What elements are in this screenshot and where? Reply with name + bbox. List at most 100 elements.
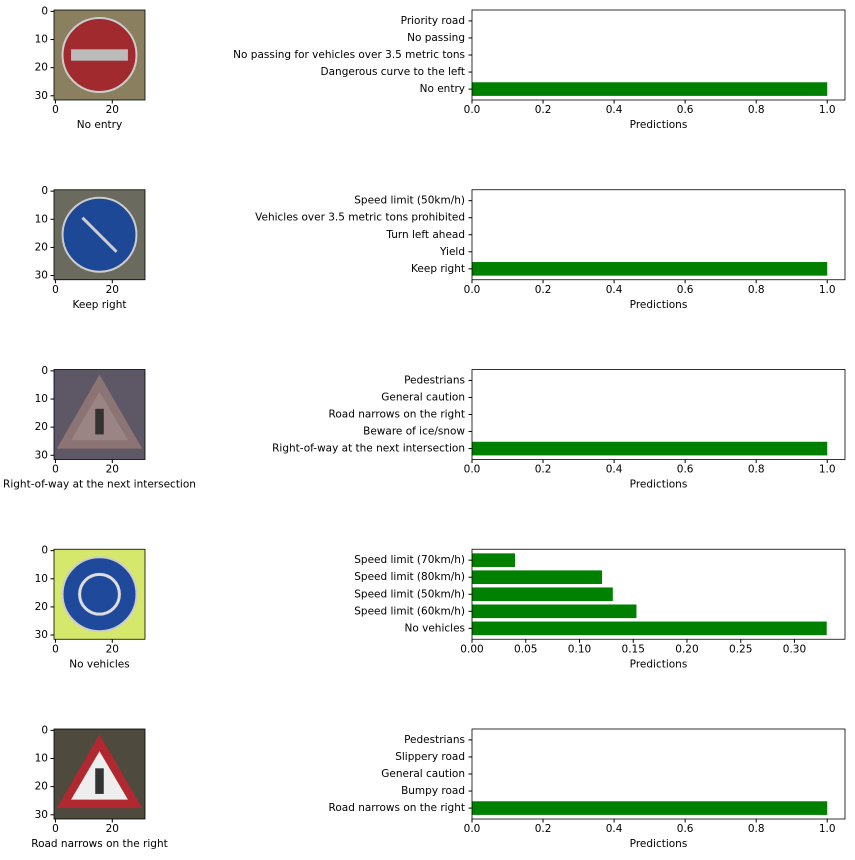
y-tick-label: 20 [35,601,48,613]
axes-frame [471,9,846,101]
x-tick-label: 0.8 [748,823,765,835]
y-tick-label: General caution [381,768,465,780]
axes-frame [471,548,846,640]
y-tick-label: 10 [35,213,48,225]
y-tick-label: 0 [41,545,48,557]
x-tick-label: 0.10 [568,643,591,655]
sign-arrow [81,216,118,253]
y-tick-label: 0 [41,724,48,736]
x-tick-label: 0 [52,643,59,655]
x-axis-label: Road narrows on the right [31,838,167,850]
y-tick-label: 20 [35,241,48,253]
sign [61,556,138,633]
x-tick-label: 0.4 [606,284,623,296]
sign-ring [78,572,121,616]
x-tick-label: 0.8 [748,464,765,476]
x-axis-label: Right-of-way at the next intersection [3,479,196,491]
bar [472,441,828,456]
x-tick-label: 0 [52,284,59,296]
y-tick-label: Road narrows on the right [329,409,465,421]
y-tick-label: Slippery road [395,751,465,763]
y-tick-label: Priority road [401,15,465,27]
x-tick-label: 20 [106,464,119,476]
x-tick-label: 0.15 [622,643,645,655]
x-tick-label: 0.2 [535,104,552,116]
x-tick-label: 0.0 [464,464,481,476]
x-tick-label: 20 [106,284,119,296]
y-tick-label: 20 [35,781,48,793]
sign-symbol [95,768,104,794]
sign-bar [71,49,128,61]
bar [472,553,515,567]
x-tick-label: 0.0 [464,284,481,296]
x-tick-label: 1.0 [819,104,836,116]
x-tick-label: 0.25 [729,643,752,655]
y-tick-label: Speed limit (50km/h) [354,195,465,207]
x-tick-label: 0.6 [677,104,694,116]
axes-frame [53,548,146,640]
y-tick-label: 20 [35,421,48,433]
y-tick-label: 30 [35,270,48,282]
x-axis-label: No vehicles [69,658,129,670]
x-tick-label: 0.8 [748,104,765,116]
y-tick-label: General caution [381,391,465,403]
x-tick-label: 0.0 [464,823,481,835]
x-tick-label: 20 [106,823,119,835]
y-tick-label: Bumpy road [401,785,465,797]
x-tick-label: 1.0 [819,823,836,835]
bar [472,262,828,276]
y-tick-label: No passing [407,32,465,44]
x-axis-label: Predictions [630,479,688,491]
x-axis-label: Predictions [630,299,688,311]
x-tick-label: 1.0 [819,464,836,476]
axes-frame [53,9,146,101]
x-tick-label: 0 [52,104,59,116]
y-tick-label: No passing for vehicles over 3.5 metric … [233,49,465,61]
y-tick-label: 10 [35,573,48,585]
x-tick-label: 0 [52,464,59,476]
x-axis-label: Predictions [630,119,688,131]
y-tick-label: Vehicles over 3.5 metric tons prohibited [255,212,465,224]
x-tick-label: 0.4 [606,104,623,116]
y-tick-label: 10 [35,753,48,765]
y-tick-label: Beware of ice/snow [363,426,465,438]
x-tick-label: 0 [52,823,59,835]
x-axis-label: Keep right [73,299,127,311]
axes-frame [471,369,846,460]
y-tick-label: 30 [35,809,48,821]
sign-symbol [95,408,104,435]
y-tick-label: No entry [420,83,465,95]
x-tick-label: 0.8 [748,284,765,296]
x-axis-label: No entry [77,119,122,131]
bar [472,801,828,815]
y-tick-label: Pedestrians [404,734,465,746]
bar [472,82,828,96]
x-tick-label: 0.4 [606,464,623,476]
bar [472,587,613,602]
y-tick-label: Keep right [411,263,465,275]
y-tick-label: No vehicles [405,622,465,634]
y-tick-label: Turn left ahead [385,229,465,241]
y-tick-label: 10 [35,34,48,46]
x-axis-label: Predictions [630,658,688,670]
x-tick-label: 0.6 [677,823,694,835]
y-tick-label: Dangerous curve to the left [321,66,465,78]
x-axis-label: Predictions [630,838,688,850]
x-tick-label: 0.20 [675,643,698,655]
x-tick-label: 0.30 [783,643,806,655]
x-tick-label: 0.00 [460,643,483,655]
y-tick-label: Yield [439,246,465,258]
y-tick-label: Pedestrians [404,374,465,386]
bar [472,604,637,619]
x-tick-label: 0.05 [514,643,537,655]
y-tick-label: Speed limit (80km/h) [354,571,465,583]
axes-frame [53,189,146,281]
y-tick-label: Speed limit (50km/h) [354,588,465,600]
y-tick-label: Right-of-way at the next intersection [272,443,465,455]
axes-frame [53,369,146,460]
y-tick-label: 0 [41,365,48,377]
x-tick-label: 0.4 [606,823,623,835]
axes-frame [471,189,846,281]
y-tick-label: Speed limit (70km/h) [354,554,465,566]
